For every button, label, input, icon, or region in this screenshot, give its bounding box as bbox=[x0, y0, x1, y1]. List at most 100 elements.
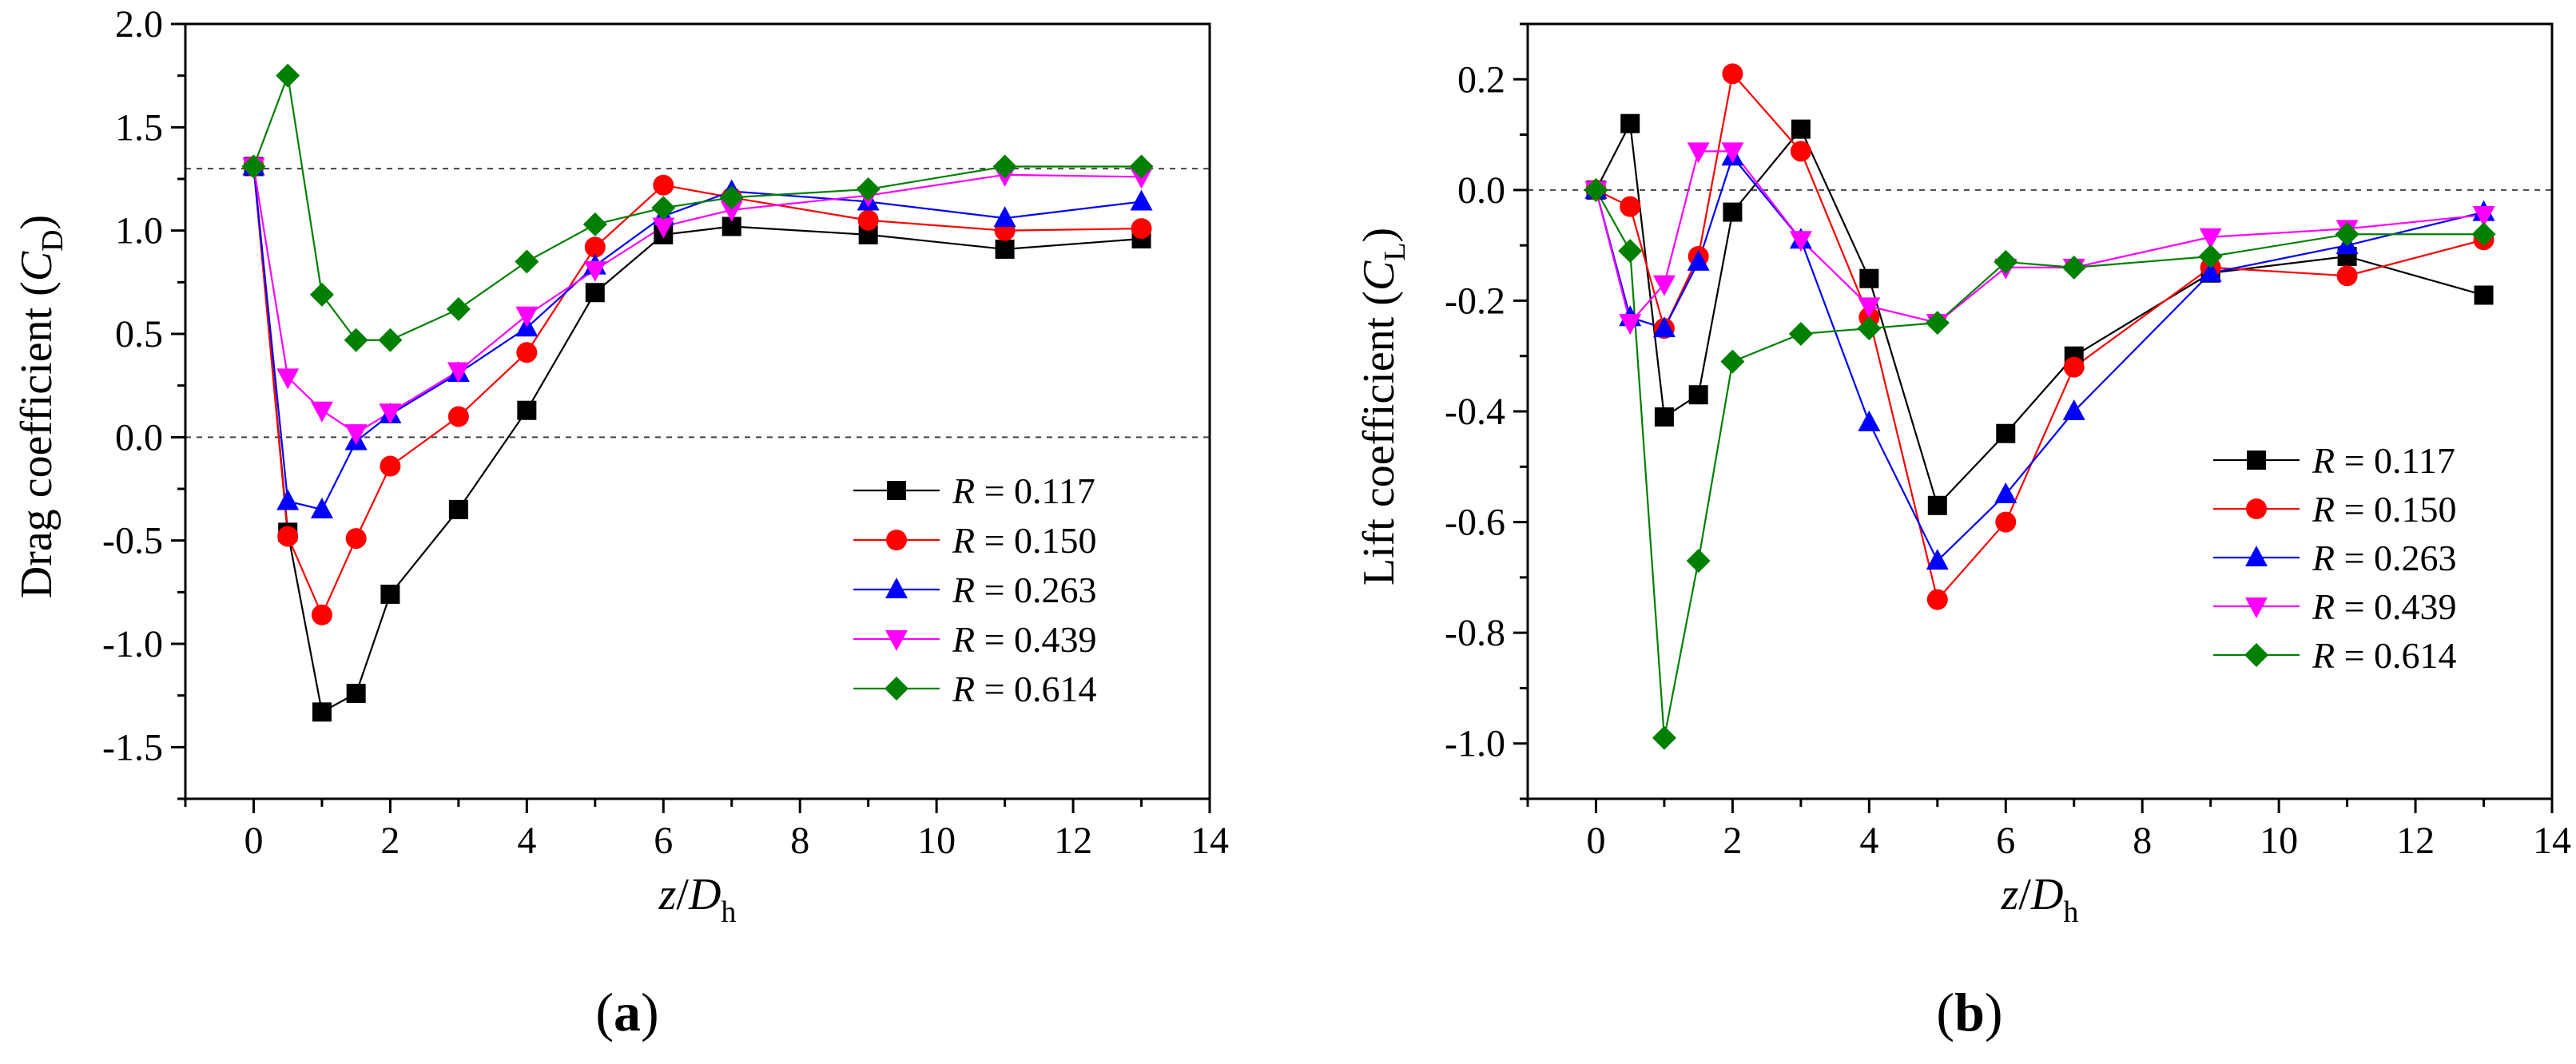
data-point bbox=[1131, 218, 1152, 240]
y-tick-label: 0.2 bbox=[1457, 58, 1505, 101]
y-tick-label: 1.5 bbox=[115, 106, 163, 149]
x-tick-label: 10 bbox=[2260, 820, 2298, 862]
legend-label-0: R = 0.117 bbox=[952, 470, 1095, 511]
data-point bbox=[448, 499, 468, 519]
y-axis-text: Drag coefficient ( bbox=[12, 281, 62, 598]
data-point bbox=[653, 174, 674, 196]
data-point bbox=[516, 342, 538, 363]
y-tick-label: 1.0 bbox=[115, 210, 163, 252]
data-point bbox=[380, 455, 401, 477]
data-point bbox=[2335, 222, 2359, 247]
legend-marker-4 bbox=[885, 677, 908, 701]
y-tick-label: 0.5 bbox=[115, 313, 163, 355]
plot-frame bbox=[184, 22, 1211, 800]
data-point bbox=[277, 526, 299, 547]
data-point bbox=[310, 401, 333, 423]
y-axis-sub: D bbox=[36, 229, 70, 251]
y-tick-label: 0.0 bbox=[115, 416, 163, 459]
data-point bbox=[719, 185, 744, 210]
data-point bbox=[2199, 228, 2222, 249]
y-axis-title: Drag coefficient (CD) bbox=[12, 215, 70, 598]
data-point bbox=[1791, 119, 1811, 139]
data-point bbox=[1723, 202, 1743, 222]
legend-label-1: R = 0.150 bbox=[952, 520, 1097, 561]
data-point bbox=[241, 154, 266, 179]
data-point bbox=[856, 177, 881, 201]
y-axis-text: Lift coefficient ( bbox=[1354, 291, 1404, 586]
legend-value: = 0.263 bbox=[2335, 538, 2456, 578]
legend-value: = 0.439 bbox=[975, 619, 1096, 660]
data-point bbox=[1790, 141, 1811, 162]
data-point bbox=[584, 236, 606, 258]
y-tick-label: -1.0 bbox=[102, 623, 163, 665]
legend-var: R bbox=[952, 470, 975, 511]
x-tick-label: 12 bbox=[1054, 820, 1092, 862]
data-point bbox=[1925, 311, 1950, 335]
y-tick-label: -1.0 bbox=[1445, 723, 1505, 765]
x-axis-sub: h bbox=[721, 895, 736, 929]
data-point bbox=[517, 400, 537, 420]
data-point bbox=[720, 200, 743, 222]
data-point bbox=[2198, 244, 2223, 268]
data-point bbox=[2062, 399, 2085, 420]
legend-label-4: R = 0.614 bbox=[952, 669, 1097, 709]
legend-var: R bbox=[2312, 586, 2335, 627]
legend-marker-3 bbox=[885, 630, 908, 651]
legend-label-3: R = 0.439 bbox=[2312, 586, 2457, 627]
data-point bbox=[585, 283, 605, 303]
x-tick-label: 6 bbox=[1996, 820, 2015, 862]
x-tick-label: 2 bbox=[380, 820, 400, 862]
legend-marker-2 bbox=[885, 578, 908, 598]
data-point bbox=[1926, 549, 1949, 570]
data-point bbox=[993, 206, 1016, 228]
legend-marker-4 bbox=[2244, 643, 2268, 667]
data-point bbox=[2063, 356, 2085, 378]
x-axis-sub: h bbox=[2063, 895, 2078, 929]
x-tick-label: 4 bbox=[517, 820, 536, 862]
y-tick-label: 0.0 bbox=[1457, 169, 1505, 212]
data-point bbox=[1858, 297, 1881, 319]
data-point bbox=[652, 217, 675, 239]
y-tick-label: -0.8 bbox=[1445, 612, 1505, 654]
legend-marker-3 bbox=[2245, 598, 2268, 618]
plot-frame bbox=[1526, 22, 2554, 800]
data-point bbox=[1788, 322, 1813, 346]
x-axis-slash: / bbox=[2018, 870, 2031, 919]
legend-var: R bbox=[952, 669, 975, 709]
legend-marker-1 bbox=[2246, 498, 2267, 519]
legend-value: = 0.263 bbox=[975, 570, 1096, 610]
x-axis-var-z: z bbox=[2001, 870, 2019, 919]
data-point bbox=[1654, 407, 1674, 427]
y-tick-label: -0.6 bbox=[1445, 502, 1505, 544]
x-tick-label: 0 bbox=[244, 820, 263, 862]
data-point bbox=[379, 403, 402, 425]
panel-label-a: (a) bbox=[595, 982, 658, 1042]
data-point bbox=[2472, 206, 2495, 228]
legend-label-2: R = 0.263 bbox=[952, 570, 1097, 610]
data-point bbox=[1652, 275, 1676, 296]
data-point bbox=[1129, 154, 1154, 179]
x-axis-title: z/Dh bbox=[2001, 870, 2079, 929]
x-tick-label: 8 bbox=[790, 820, 809, 862]
data-point bbox=[345, 528, 367, 550]
legend-value: = 0.117 bbox=[975, 470, 1095, 511]
data-point bbox=[311, 604, 332, 625]
data-point bbox=[1652, 725, 1676, 750]
data-point bbox=[1996, 423, 2016, 443]
data-point bbox=[1927, 495, 1947, 515]
data-point bbox=[1858, 410, 1881, 431]
legend-label-2: R = 0.263 bbox=[2312, 538, 2457, 578]
data-point bbox=[651, 196, 676, 220]
y-tick-label: 2.0 bbox=[115, 3, 163, 46]
data-point bbox=[1994, 249, 2018, 274]
data-point bbox=[346, 684, 366, 704]
legend-var: R bbox=[952, 619, 975, 660]
x-axis-var-z: z bbox=[658, 870, 677, 919]
legend-value: = 0.150 bbox=[975, 520, 1096, 561]
x-tick-label: 14 bbox=[2533, 820, 2571, 862]
data-point bbox=[1789, 231, 1812, 252]
x-axis-title: z/Dh bbox=[658, 870, 737, 929]
data-point bbox=[1926, 589, 1948, 610]
y-axis-close: ) bbox=[1354, 228, 1404, 243]
